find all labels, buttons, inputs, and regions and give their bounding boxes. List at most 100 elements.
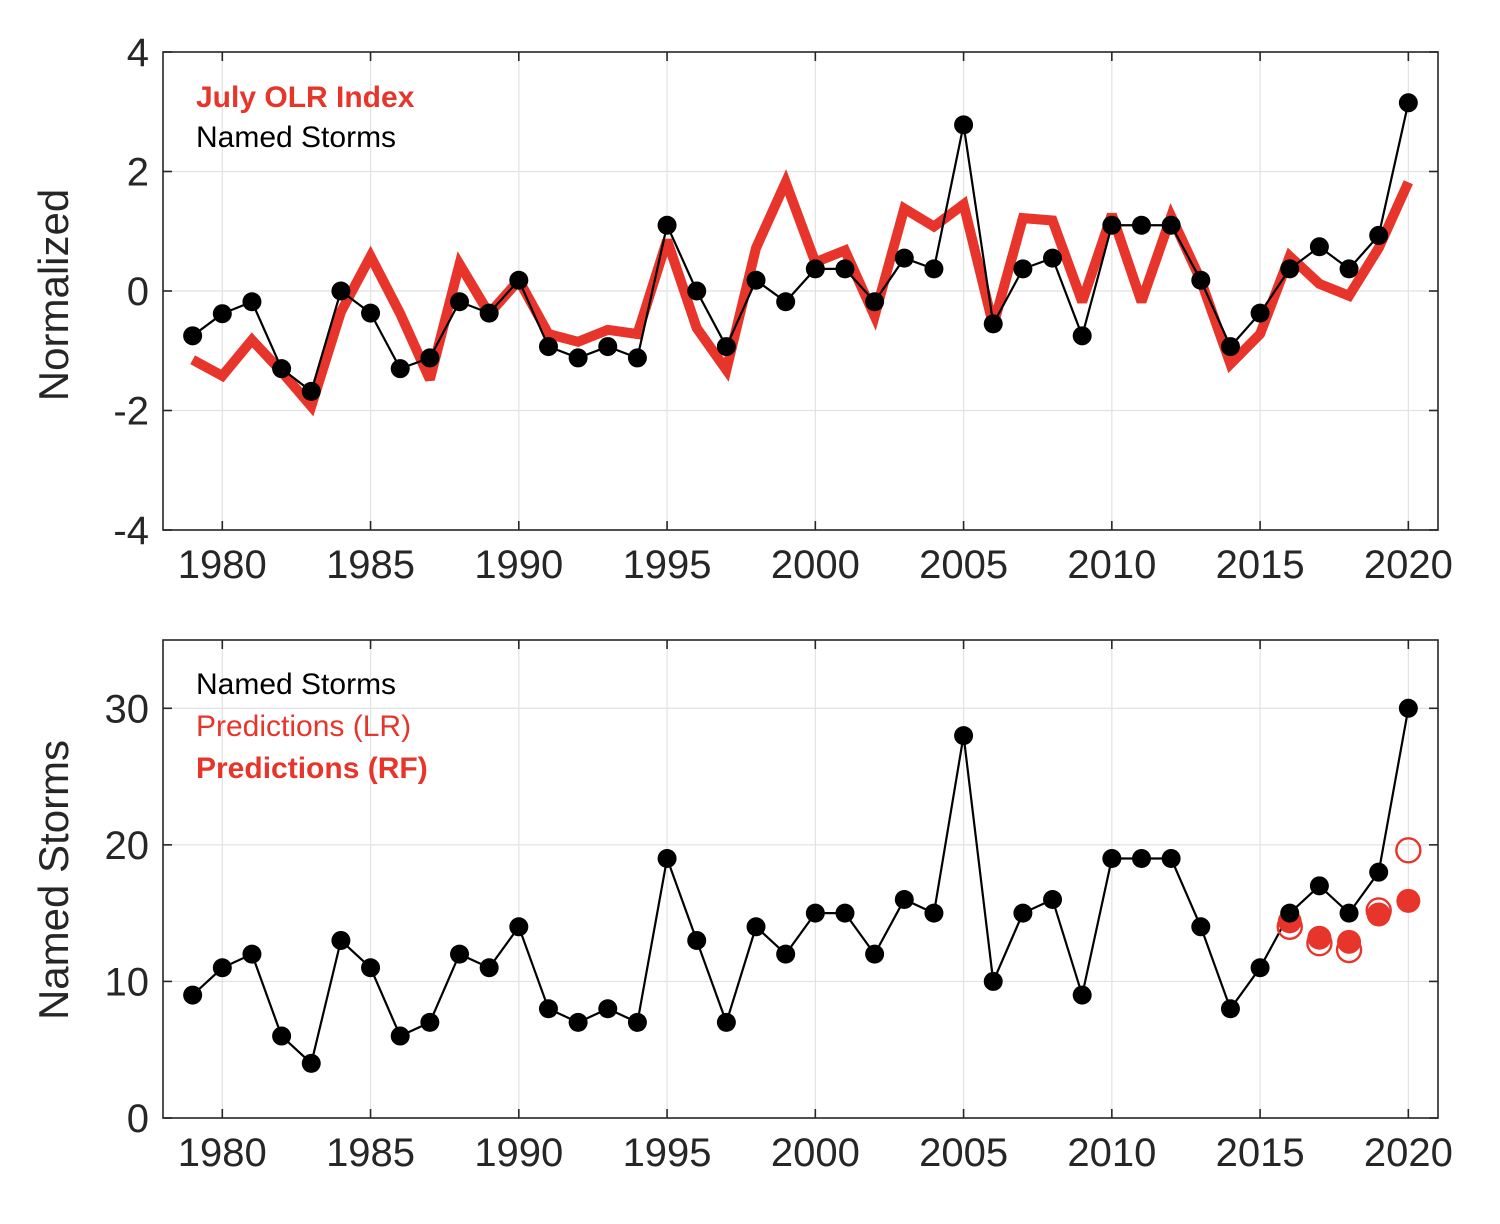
named-storms-marker [1398,698,1418,718]
prediction-rf-marker [1396,888,1421,913]
y-tick-label: 10 [105,960,150,1004]
x-tick-label: 1980 [178,543,267,587]
named-storms-marker [894,248,914,268]
bottom-series [183,698,1422,1073]
named-storms-marker [1161,849,1181,869]
x-tick-label: 2005 [919,543,1008,587]
x-tick-label: 2020 [1364,543,1453,587]
named-storms-marker [1191,917,1211,937]
named-storms-marker [716,1012,736,1032]
named-storms-marker [1369,225,1389,245]
named-storms-line [191,708,1410,1066]
prediction-lr-marker [1395,837,1422,864]
bottom-y-axis-label: Named Storms [30,740,77,1020]
named-storms-marker [894,889,914,909]
named-storms-marker [212,958,232,978]
named-storms-marker [479,958,499,978]
named-storms-marker [1250,303,1270,323]
named-storms-marker [1398,93,1418,113]
olr-index-line [190,169,1413,417]
y-tick-label: 20 [105,824,150,868]
top-panel: 1980 1985 1990 1995 2000 2005 2010 2015 2020 -4 -2… [30,31,1453,587]
named-storms-marker [538,337,558,357]
named-storms-marker [1013,259,1033,279]
named-storms-marker [835,903,855,923]
named-storms-marker [598,999,618,1019]
prediction-rf-marker [1307,925,1332,950]
named-storms-marker [1191,270,1211,290]
named-storms-marker [183,985,203,1005]
named-storms-marker [687,281,707,301]
named-storms-marker [568,348,588,368]
named-storms-marker [479,303,499,323]
x-tick-label: 1990 [474,1131,563,1175]
bottom-ticks: 1980 1985 1990 1995 2000 2005 2010 2015 2020 0 10 2… [105,640,1453,1175]
top-series [183,93,1418,417]
named-storms-marker [390,1026,410,1046]
named-storms-marker [1102,215,1122,235]
named-storms-marker [1220,337,1240,357]
x-tick-label: 1980 [178,1131,267,1175]
named-storms-marker [687,930,707,950]
named-storms-marker [361,958,381,978]
named-storms-marker [1131,215,1151,235]
named-storms-marker [450,944,470,964]
named-storms-marker [390,359,410,379]
x-tick-label: 2005 [919,1131,1008,1175]
named-storms-marker [331,930,351,950]
named-storms-marker [1309,876,1329,896]
named-storms-marker [776,292,796,312]
named-storms-marker [835,259,855,279]
named-storms-marker [1102,849,1122,869]
x-tick-label: 2020 [1364,1131,1453,1175]
legend-named-storms-bottom: Named Storms [196,668,396,701]
x-tick-label: 2000 [771,543,860,587]
named-storms-marker [420,1012,440,1032]
named-storms-marker [331,281,351,301]
named-storms-marker [1250,958,1270,978]
legend-olr-index: July OLR Index [196,81,415,114]
named-storms-marker [954,115,974,135]
named-storms-marker [716,337,736,357]
y-tick-label: 0 [127,1097,149,1141]
named-storms-marker [1280,259,1300,279]
named-storms-marker [1043,248,1063,268]
named-storms-marker [1013,903,1033,923]
top-y-axis-label: Normalized [30,189,77,401]
named-storms-marker [1072,326,1092,346]
x-tick-label: 2010 [1067,1131,1156,1175]
named-storms-marker [983,314,1003,334]
named-storms-marker [627,348,647,368]
legend-predictions-rf: Predictions (RF) [196,752,428,785]
named-storms-marker [865,292,885,312]
named-storms-marker [1131,849,1151,869]
named-storms-marker [865,944,885,964]
prediction-rf-marker [1337,929,1362,954]
named-storms-marker [1220,999,1240,1019]
named-storms-marker [420,348,440,368]
named-storms-marker [1072,985,1092,1005]
y-tick-label: 30 [105,687,150,731]
named-storms-marker [805,259,825,279]
named-storms-marker [657,215,677,235]
named-storms-marker [1339,903,1359,923]
named-storms-marker [924,259,944,279]
named-storms-marker [212,304,232,324]
x-tick-label: 2015 [1216,1131,1305,1175]
named-storms-marker [361,303,381,323]
named-storms-marker [805,903,825,923]
named-storms-marker [183,326,203,346]
named-storms-marker [509,917,529,937]
named-storms-marker [242,292,262,312]
named-storms-marker [1043,889,1063,909]
legend-predictions-lr: Predictions (LR) [196,710,411,743]
named-storms-marker [301,1053,321,1073]
named-storms-marker [657,849,677,869]
named-storms-marker [746,917,766,937]
named-storms-marker [568,1012,588,1032]
legend-named-storms-top: Named Storms [196,121,396,154]
top-ticks: 1980 1985 1990 1995 2000 2005 2010 2015 2020 -4 -2… [113,31,1452,587]
named-storms-marker [450,292,470,312]
bottom-axes-box [162,639,1439,1119]
